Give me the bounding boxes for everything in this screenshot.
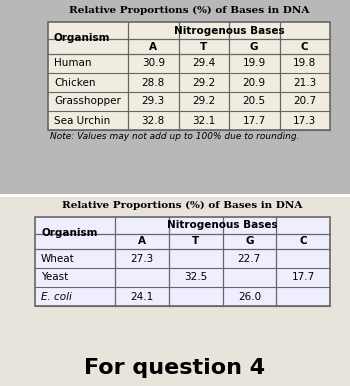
Text: 32.8: 32.8 (142, 115, 165, 125)
Text: Organism: Organism (54, 33, 111, 43)
Text: 29.2: 29.2 (192, 78, 215, 88)
Text: Chicken: Chicken (54, 78, 96, 88)
Text: Nitrogenous Bases: Nitrogenous Bases (174, 25, 284, 36)
Text: T: T (200, 42, 207, 51)
Text: G: G (245, 237, 254, 247)
Text: 17.7: 17.7 (292, 273, 315, 283)
Text: E. coli: E. coli (41, 291, 72, 301)
Text: Yeast: Yeast (41, 273, 68, 283)
Text: 29.3: 29.3 (142, 96, 165, 107)
Text: Sea Urchin: Sea Urchin (54, 115, 110, 125)
Bar (35, 217, 330, 306)
Text: Grasshopper: Grasshopper (54, 96, 121, 107)
Text: 21.3: 21.3 (293, 78, 316, 88)
Text: 27.3: 27.3 (130, 254, 154, 264)
Text: A: A (138, 237, 146, 247)
Text: 17.3: 17.3 (293, 115, 316, 125)
Text: Organism: Organism (41, 228, 98, 238)
Text: A: A (149, 42, 157, 51)
Text: C: C (301, 42, 309, 51)
Text: 28.8: 28.8 (142, 78, 165, 88)
Text: G: G (250, 42, 259, 51)
Text: 22.7: 22.7 (238, 254, 261, 264)
Bar (0, 195, 350, 386)
Text: For question 4: For question 4 (84, 358, 266, 378)
Text: 19.8: 19.8 (293, 59, 316, 68)
Text: 17.7: 17.7 (243, 115, 266, 125)
Text: 32.1: 32.1 (192, 115, 215, 125)
Text: Relative Proportions (%) of Bases in DNA: Relative Proportions (%) of Bases in DNA (69, 6, 309, 15)
Text: 19.9: 19.9 (243, 59, 266, 68)
Text: 20.5: 20.5 (243, 96, 266, 107)
Text: 20.9: 20.9 (243, 78, 266, 88)
Text: 30.9: 30.9 (142, 59, 165, 68)
Text: 24.1: 24.1 (130, 291, 154, 301)
Text: 32.5: 32.5 (184, 273, 207, 283)
Text: 26.0: 26.0 (238, 291, 261, 301)
Text: Wheat: Wheat (41, 254, 75, 264)
Text: 29.2: 29.2 (192, 96, 215, 107)
Text: Human: Human (54, 59, 91, 68)
Text: 20.7: 20.7 (293, 96, 316, 107)
Text: 29.4: 29.4 (192, 59, 215, 68)
Text: T: T (192, 237, 199, 247)
Text: C: C (299, 237, 307, 247)
Bar (48, 22, 330, 130)
Text: Relative Proportions (%) of Bases in DNA: Relative Proportions (%) of Bases in DNA (62, 201, 303, 210)
Text: Note: Values may not add up to 100% due to rounding.: Note: Values may not add up to 100% due … (50, 132, 300, 141)
Text: Nitrogenous Bases: Nitrogenous Bases (167, 220, 278, 230)
